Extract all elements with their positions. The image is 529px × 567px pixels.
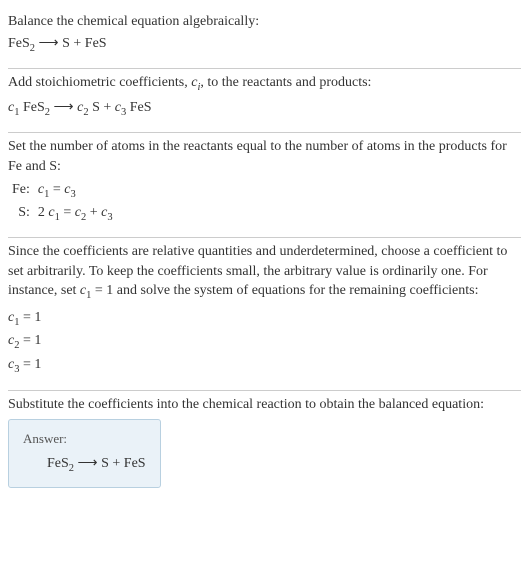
section-stoichiometric: Add stoichiometric coefficients, ci, to … (8, 69, 521, 132)
coefficient-list: c1 = 1 c2 = 1 c3 = 1 (8, 308, 521, 377)
section-title: Balance the chemical equation algebraica… (8, 12, 521, 32)
equation-unbalanced: FeS2 ⟶ S + FeS (8, 34, 521, 56)
section-solve: Since the coefficients are relative quan… (8, 238, 521, 390)
coefficient-value: c1 = 1 (8, 308, 521, 330)
section-balance: Balance the chemical equation algebraica… (8, 8, 521, 68)
table-row: Fe: c1 = c3 (8, 180, 117, 202)
section-substitute: Substitute the coefficients into the che… (8, 391, 521, 499)
element-label: Fe: (8, 180, 34, 202)
element-equation: 2 c1 = c2 + c3 (34, 203, 117, 225)
answer-equation: FeS2 ⟶ S + FeS (23, 454, 146, 476)
section-title: Since the coefficients are relative quan… (8, 242, 521, 304)
equation-with-coeffs: c1 FeS2 ⟶ c2 S + c3 FeS (8, 98, 521, 120)
section-title: Substitute the coefficients into the che… (8, 395, 521, 415)
coefficient-value: c2 = 1 (8, 331, 521, 353)
atom-equations-table: Fe: c1 = c3 S: 2 c1 = c2 + c3 (8, 180, 117, 225)
section-title: Set the number of atoms in the reactants… (8, 137, 521, 176)
section-atoms: Set the number of atoms in the reactants… (8, 133, 521, 237)
coefficient-value: c3 = 1 (8, 355, 521, 377)
section-title: Add stoichiometric coefficients, ci, to … (8, 73, 521, 95)
answer-label: Answer: (23, 430, 146, 448)
answer-box: Answer: FeS2 ⟶ S + FeS (8, 419, 161, 488)
element-equation: c1 = c3 (34, 180, 117, 202)
table-row: S: 2 c1 = c2 + c3 (8, 203, 117, 225)
element-label: S: (8, 203, 34, 225)
